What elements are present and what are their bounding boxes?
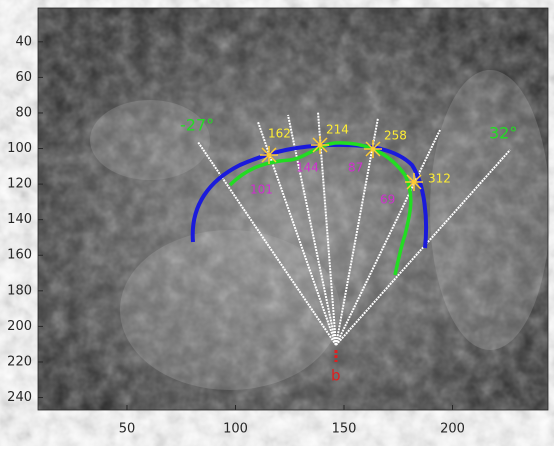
green-contour <box>228 141 413 276</box>
x-tick-label: 100 <box>223 422 248 437</box>
y-tick-label: 120 <box>7 177 32 192</box>
position-label: 258 <box>384 129 407 143</box>
plot-area: -27° 32° 162 214 258 312 101 144 87 69 b <box>38 8 550 410</box>
y-tick-label: 140 <box>7 212 32 227</box>
markers <box>260 136 423 191</box>
x-tick-label: 200 <box>440 422 465 437</box>
measure-label: 87 <box>348 161 363 175</box>
y-tick-label: 40 <box>15 34 32 49</box>
axes-frame <box>37 7 549 411</box>
y-tick-label: 60 <box>15 70 32 85</box>
position-label: 312 <box>428 172 451 186</box>
y-tick-label: 100 <box>7 141 32 156</box>
y-tick-label: 80 <box>15 105 32 120</box>
angle-label: -27° <box>180 116 214 135</box>
axes: 50 100 150 200 40 60 80 100 120 140 160 180 200 220 24… <box>7 7 549 437</box>
measure-label: 69 <box>380 193 395 207</box>
x-tick-label: 150 <box>332 422 357 437</box>
position-label: 162 <box>268 127 291 141</box>
y-tick-label: 180 <box>7 283 32 298</box>
annotations: -27° 32° 162 214 258 312 101 144 87 69 b <box>180 116 517 385</box>
y-tick-label: 200 <box>7 319 32 334</box>
y-tick-label: 160 <box>7 248 32 263</box>
measure-label: 144 <box>296 161 319 175</box>
angle-label: 32° <box>489 124 517 143</box>
x-tick-label: 50 <box>119 422 136 437</box>
position-label: 214 <box>326 123 349 137</box>
y-tick-label: 220 <box>7 354 32 369</box>
y-tick-label: 240 <box>7 390 32 405</box>
measure-label: 101 <box>250 183 273 197</box>
pivot-label: b <box>331 367 341 385</box>
